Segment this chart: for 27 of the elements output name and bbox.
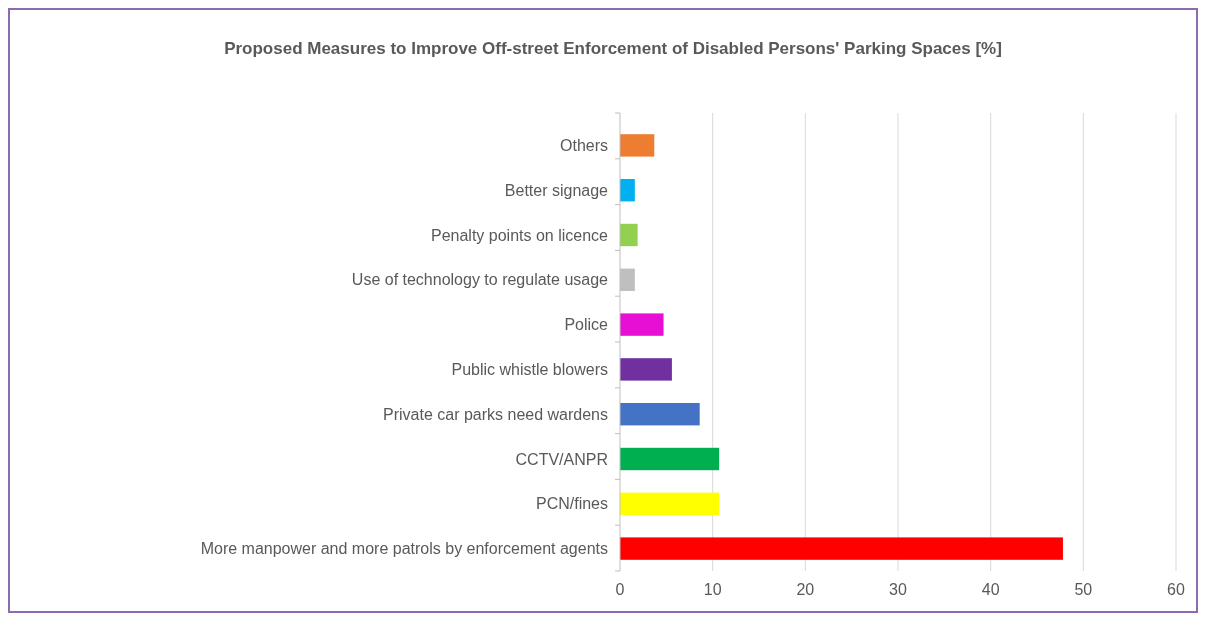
x-tick-label: 10 [703, 581, 722, 598]
y-tick-label: Others [559, 137, 608, 154]
y-tick-label: CCTV/ANPR [515, 450, 608, 468]
y-tick-label: More manpower and more patrols by enforcement agents [200, 540, 608, 558]
bar [620, 403, 700, 426]
bar [620, 134, 655, 157]
y-tick-label: Police [564, 316, 609, 334]
y-tick-label: Public whistle blowers [451, 361, 608, 378]
y-tick-label: Use of technology to regulate usage [351, 271, 609, 289]
bar [620, 358, 672, 381]
bar [620, 447, 720, 471]
x-tick-label: 20 [796, 581, 815, 598]
x-tick-label: 50 [1074, 581, 1093, 598]
x-tick-label: 30 [889, 581, 907, 598]
y-tick-label: Penalty points on licence [431, 226, 609, 244]
bar [620, 179, 635, 202]
bar [620, 313, 664, 336]
x-tick-label: 60 [1167, 581, 1185, 598]
bar [620, 537, 1063, 560]
chart-title: Proposed Measures to Improve Off-street Enforcement of Disabled Persons' Parking Spaces [%] [224, 39, 1002, 58]
x-tick-label: 0 [615, 581, 625, 598]
bar [620, 223, 638, 247]
y-tick-label: Private car parks need wardens [383, 405, 608, 423]
x-tick-label: 40 [981, 581, 1000, 598]
bar [620, 492, 720, 515]
y-tick-label: Better signage [504, 181, 609, 199]
y-tick-label: PCN/fines [535, 495, 608, 513]
